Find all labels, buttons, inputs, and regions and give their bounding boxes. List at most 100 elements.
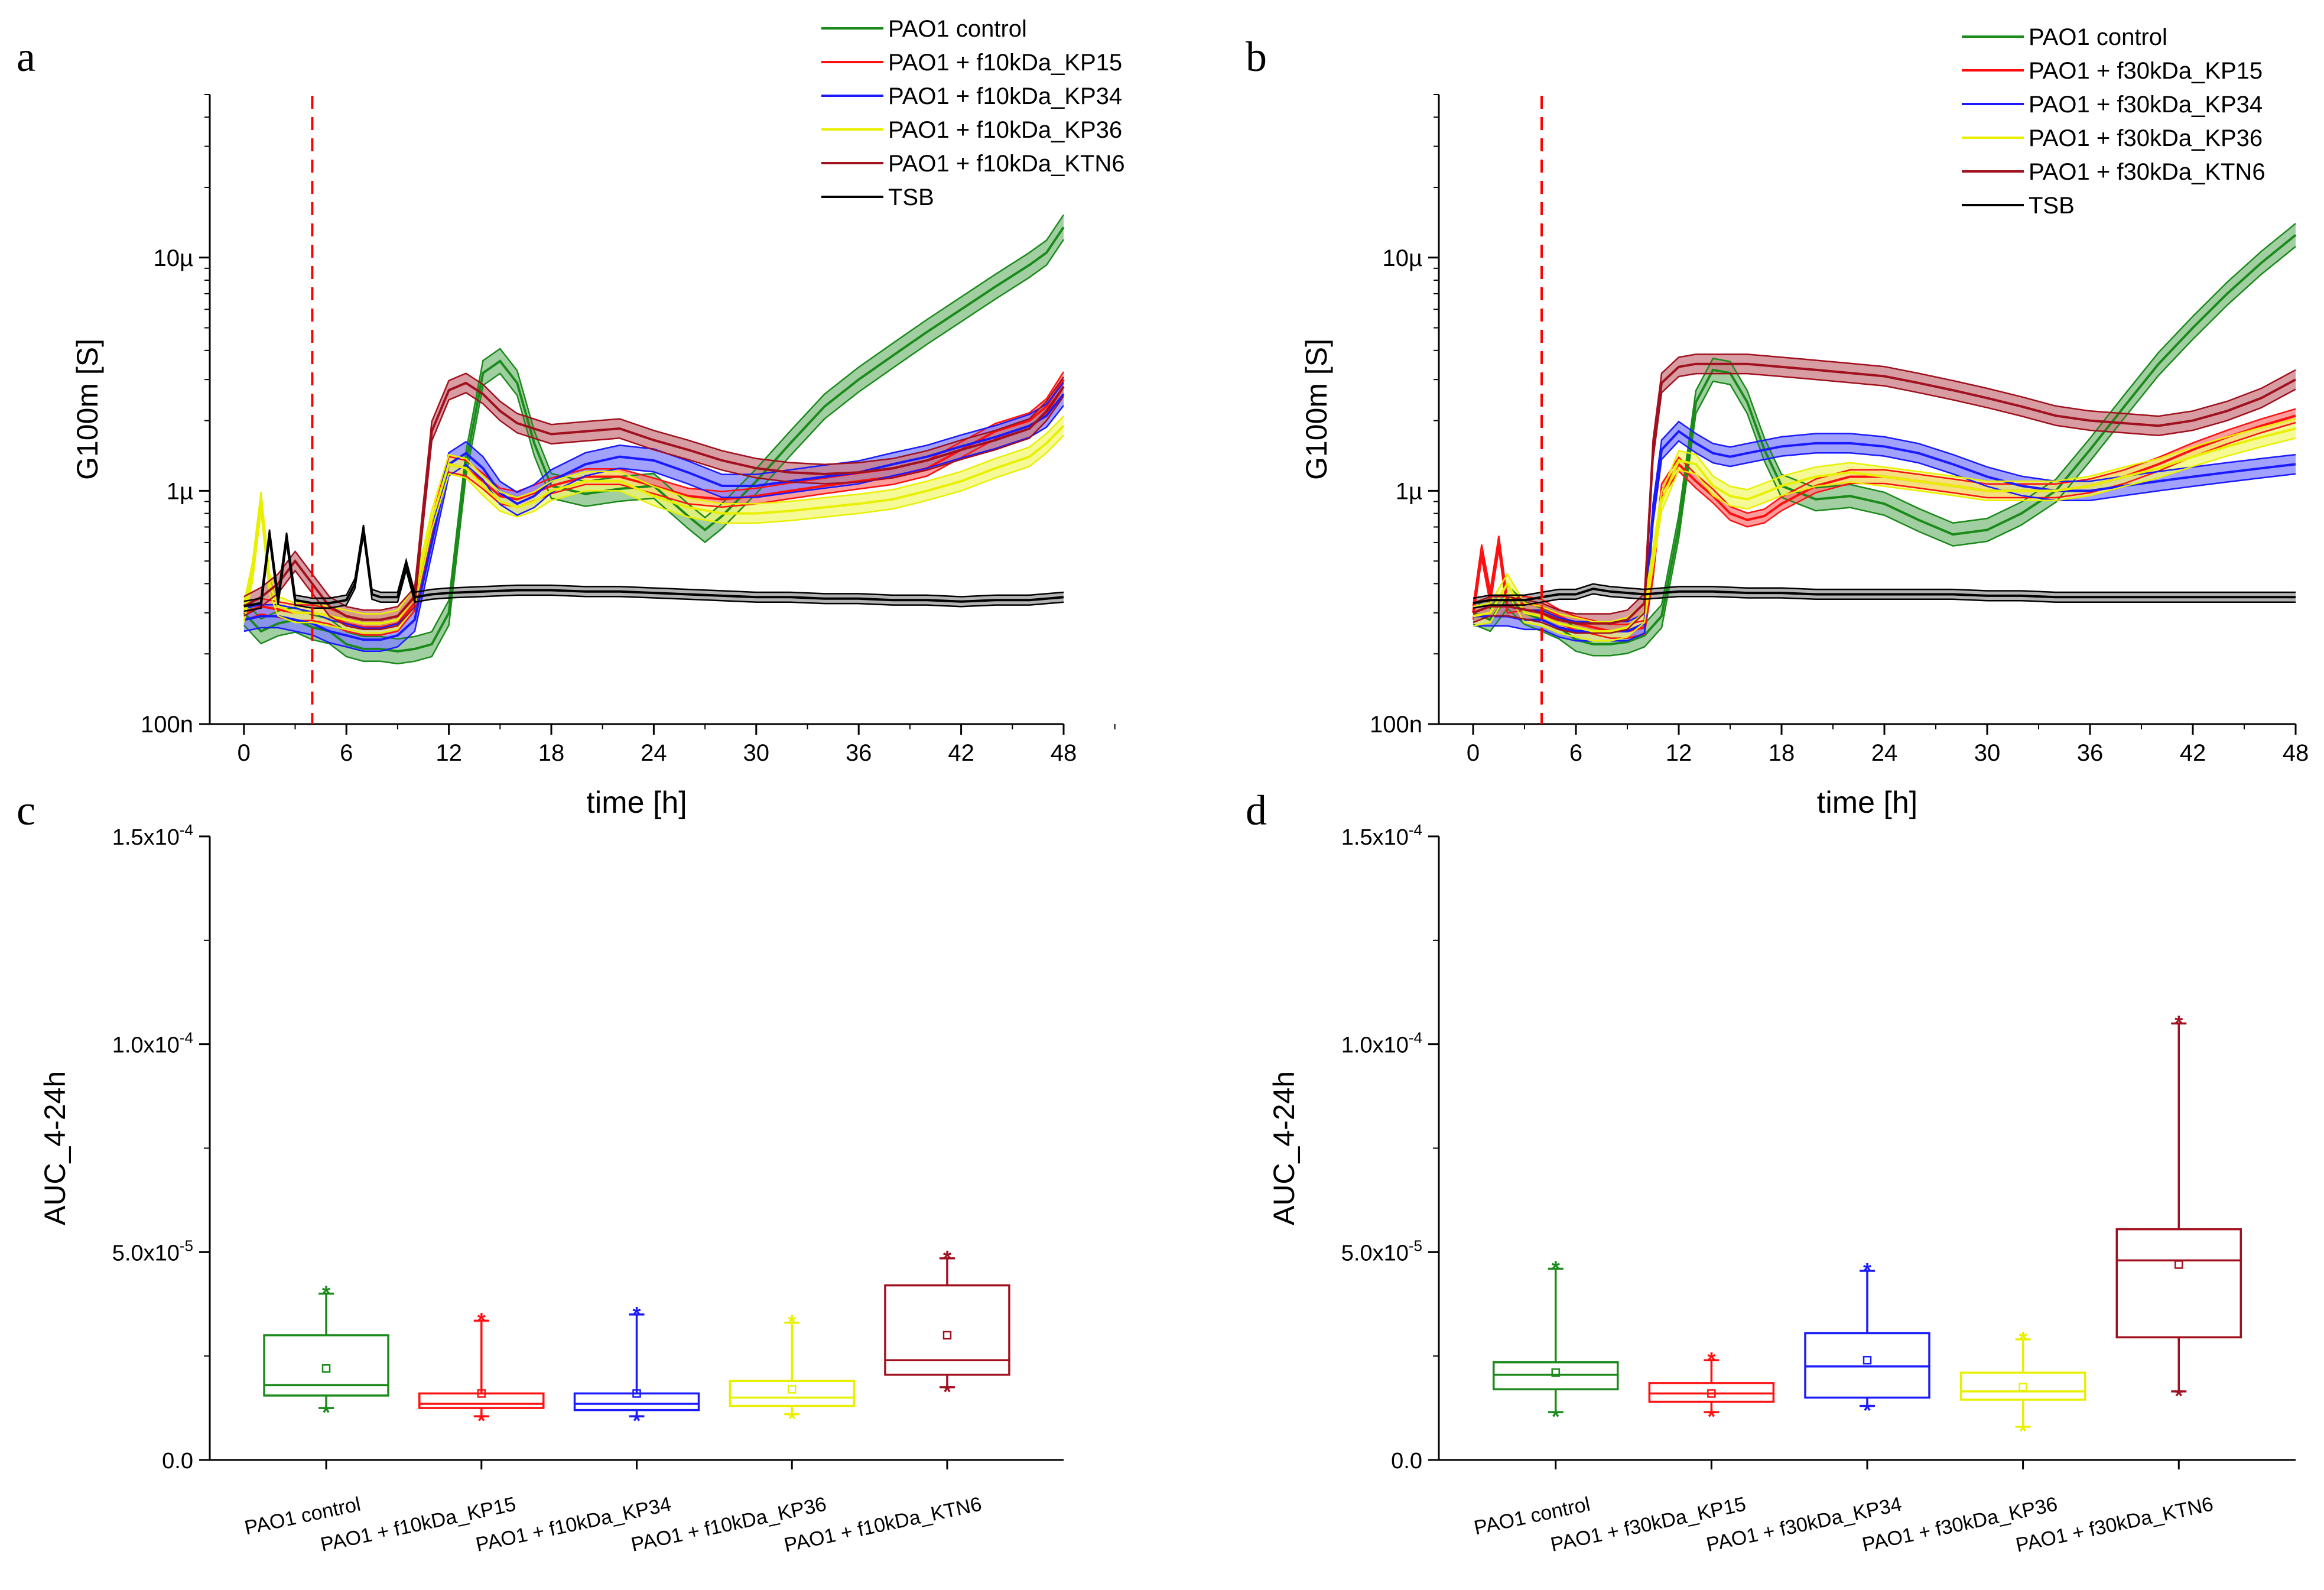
series-lower-KP36 — [1473, 437, 2296, 642]
x-tick-label: 6 — [340, 740, 353, 766]
box-iqr — [418, 1392, 545, 1409]
max-marker: * — [1863, 1258, 1871, 1283]
panel-letter-a: a — [17, 33, 35, 80]
x-tick-label: 12 — [1666, 740, 1692, 766]
max-marker: * — [632, 1302, 641, 1326]
series-upper-TSB — [243, 524, 1064, 602]
series-band-KP36 — [243, 416, 1064, 634]
min-marker: * — [477, 1409, 486, 1433]
box-KP36: **PAO1 + f30kDa_KP36 — [1860, 1327, 2086, 1556]
line-chart-panel-b: 100n 1µ 10µ 0 6 12 18 24 30 36 42 48 time [h] G100m [… — [1300, 24, 2309, 820]
mean-marker — [1551, 1368, 1560, 1377]
y-tick-label: 1.5x10-4 — [1341, 821, 1422, 850]
min-marker: * — [2175, 1384, 2183, 1408]
y-tick-label: 100n — [141, 712, 193, 738]
panel-letter-c: c — [17, 787, 35, 834]
box-KTN6: **PAO1 + f30kDa_KTN6 — [2014, 1011, 2242, 1557]
box-iqr — [1804, 1332, 1930, 1399]
y-tick-label: 100n — [1370, 712, 1422, 738]
legend-label-control: PAO1 control — [888, 16, 1027, 42]
y-tick-label: 0.0 — [1391, 1449, 1422, 1474]
box-chart-panel-c: 0.05.0x10-51.0x10-41.5x10-4AUC_4-24h**PA… — [38, 821, 1064, 1557]
series-upper-control — [243, 214, 1065, 640]
x-axis-label: time [h] — [586, 786, 687, 820]
series-upper-KTN6 — [243, 372, 1065, 611]
series-lower-TSB — [1473, 593, 2296, 609]
series-line-control — [1473, 234, 2297, 645]
max-marker: * — [2019, 1327, 2027, 1351]
legend-label-TSB: TSB — [888, 184, 934, 210]
mean-marker — [1863, 1355, 1872, 1365]
x-tick-label: 42 — [2180, 740, 2206, 766]
series-upper-KP34 — [1473, 420, 2296, 622]
series-group — [242, 214, 1065, 665]
max-marker: * — [322, 1281, 330, 1306]
series-lower-KP34 — [1473, 440, 2296, 642]
series-line-TSB — [243, 530, 1064, 608]
box-KP15: **PAO1 + f10kDa_KP15 — [318, 1308, 545, 1556]
x-tick-label: 12 — [435, 740, 462, 766]
min-marker: * — [632, 1409, 641, 1433]
box-iqr — [1648, 1382, 1775, 1403]
box-iqr — [729, 1380, 855, 1407]
legend-label-KP15: PAO1 + f10kDa_KP15 — [888, 50, 1122, 76]
box-control: **PAO1 control — [1472, 1256, 1619, 1539]
line-chart-panel-a: 100n 1µ 10µ 0 6 12 18 24 30 36 42 48 time [h] G100m [… — [71, 16, 1125, 820]
series-band-KTN6 — [1473, 354, 2296, 634]
box-KP15: **PAO1 + f30kDa_KP15 — [1549, 1348, 1775, 1556]
legend: PAO1 control PAO1 + f10kDa_KP15 PAO1 + f10… — [821, 16, 1125, 210]
min-marker: * — [1863, 1398, 1871, 1423]
box-KP34: **PAO1 + f10kDa_KP34 — [474, 1302, 700, 1556]
series-line-KTN6 — [1473, 362, 2296, 625]
y-tick-label: 5.0x10-5 — [1341, 1237, 1422, 1265]
legend-label-KTN6: PAO1 + f30kDa_KTN6 — [2029, 159, 2266, 185]
mean-marker — [942, 1331, 952, 1340]
series-group — [1472, 223, 2297, 657]
min-marker: * — [322, 1400, 330, 1424]
series-band-TSB — [243, 525, 1064, 611]
mean-marker — [477, 1389, 486, 1398]
y-tick-label: 10µ — [153, 245, 193, 271]
min-marker: * — [943, 1380, 951, 1404]
y-axis-label: G100m [S] — [1300, 339, 1333, 480]
legend-label-KP34: PAO1 + f30kDa_KP34 — [2029, 92, 2263, 118]
x-tick-label: 0 — [238, 740, 251, 766]
x-tick-label: 24 — [641, 740, 667, 766]
mean-marker — [1707, 1389, 1716, 1398]
x-tick-label: 48 — [1051, 740, 1077, 766]
x-tick-label: 36 — [846, 740, 872, 766]
y-tick-label: 1.0x10-4 — [112, 1029, 193, 1058]
legend-label-control: PAO1 control — [2029, 24, 2167, 50]
x-tick-label: 48 — [2283, 740, 2309, 766]
panel-letter-b: b — [1246, 33, 1267, 80]
min-marker: * — [1707, 1404, 1715, 1429]
box-control: **PAO1 control — [242, 1281, 389, 1539]
series-upper-KTN6 — [1473, 353, 2296, 615]
mean-marker — [321, 1364, 331, 1373]
x-tick-label: 30 — [743, 740, 770, 766]
box-iqr — [2115, 1228, 2242, 1339]
box-iqr — [1959, 1371, 2086, 1401]
x-tick-label: 36 — [2077, 740, 2104, 766]
series-line-KTN6 — [243, 381, 1065, 621]
legend-label-KP36: PAO1 + f10kDa_KP36 — [888, 117, 1122, 143]
legend-label-KP15: PAO1 + f30kDa_KP15 — [2029, 58, 2263, 84]
x-tick-label: 6 — [1569, 740, 1582, 766]
y-tick-label: 0.0 — [162, 1449, 193, 1474]
max-marker: * — [2175, 1011, 2183, 1036]
series-line-KP34 — [243, 393, 1065, 641]
legend: PAO1 control PAO1 + f30kDa_KP15 PAO1 + f30… — [1962, 24, 2266, 219]
x-axis-label: time [h] — [1817, 786, 1918, 820]
mean-marker — [2175, 1260, 2183, 1269]
series-line-KP34 — [1473, 430, 2296, 632]
y-tick-label: 1.5x10-4 — [112, 821, 193, 850]
box-chart-panel-d: 0.05.0x10-51.0x10-41.5x10-4AUC_4-24h**PA… — [1267, 821, 2296, 1557]
box-iqr — [1492, 1361, 1619, 1391]
legend-label-TSB: TSB — [2029, 193, 2075, 219]
mean-marker — [632, 1389, 641, 1398]
box-iqr — [263, 1334, 389, 1397]
x-tick-label: 18 — [538, 740, 565, 766]
min-marker: * — [1552, 1404, 1560, 1429]
series-lower-KP34 — [243, 405, 1064, 652]
